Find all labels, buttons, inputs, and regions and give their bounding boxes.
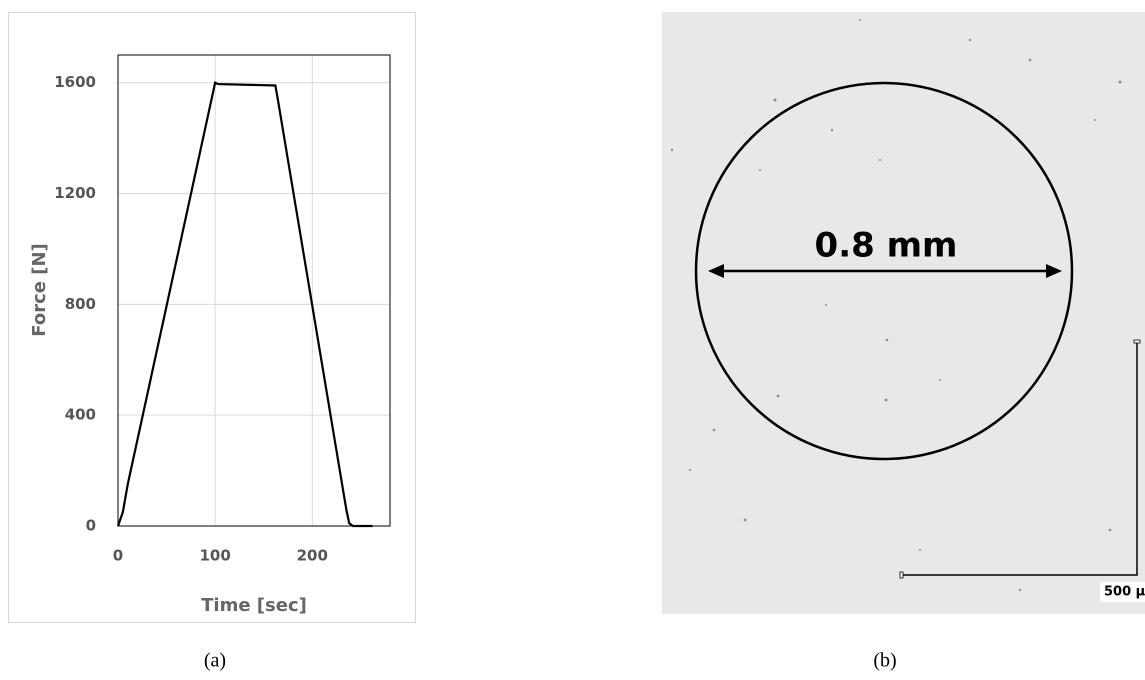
y-tick-label: 800 bbox=[65, 295, 96, 313]
y-tick-label: 1200 bbox=[54, 184, 96, 202]
x-tick-label: 0 bbox=[113, 547, 123, 565]
caption: (a) bbox=[204, 650, 226, 672]
scale-bar-end bbox=[900, 572, 903, 578]
x-tick-label: 200 bbox=[297, 547, 328, 565]
scale-bar-end bbox=[1134, 340, 1140, 343]
chart-frame bbox=[9, 13, 416, 623]
y-tick-label: 0 bbox=[86, 517, 96, 535]
image-background bbox=[662, 12, 1145, 614]
scale-label: 500 µm bbox=[1104, 585, 1145, 600]
figure: 0 400 800 1200 1600 0 100 200 Force [N] Time [s… bbox=[0, 0, 1145, 680]
y-tick-label: 1600 bbox=[54, 73, 96, 91]
micrograph: 0.8 mm 500 µm bbox=[662, 12, 1145, 614]
x-tick-label: 100 bbox=[199, 547, 230, 565]
dimension-label: 0.8 mm bbox=[815, 226, 958, 266]
x-axis-label: Time [sec] bbox=[201, 595, 307, 616]
y-axis-label: Force [N] bbox=[29, 243, 50, 336]
caption: (b) bbox=[873, 650, 896, 672]
y-tick-label: 400 bbox=[65, 406, 96, 424]
